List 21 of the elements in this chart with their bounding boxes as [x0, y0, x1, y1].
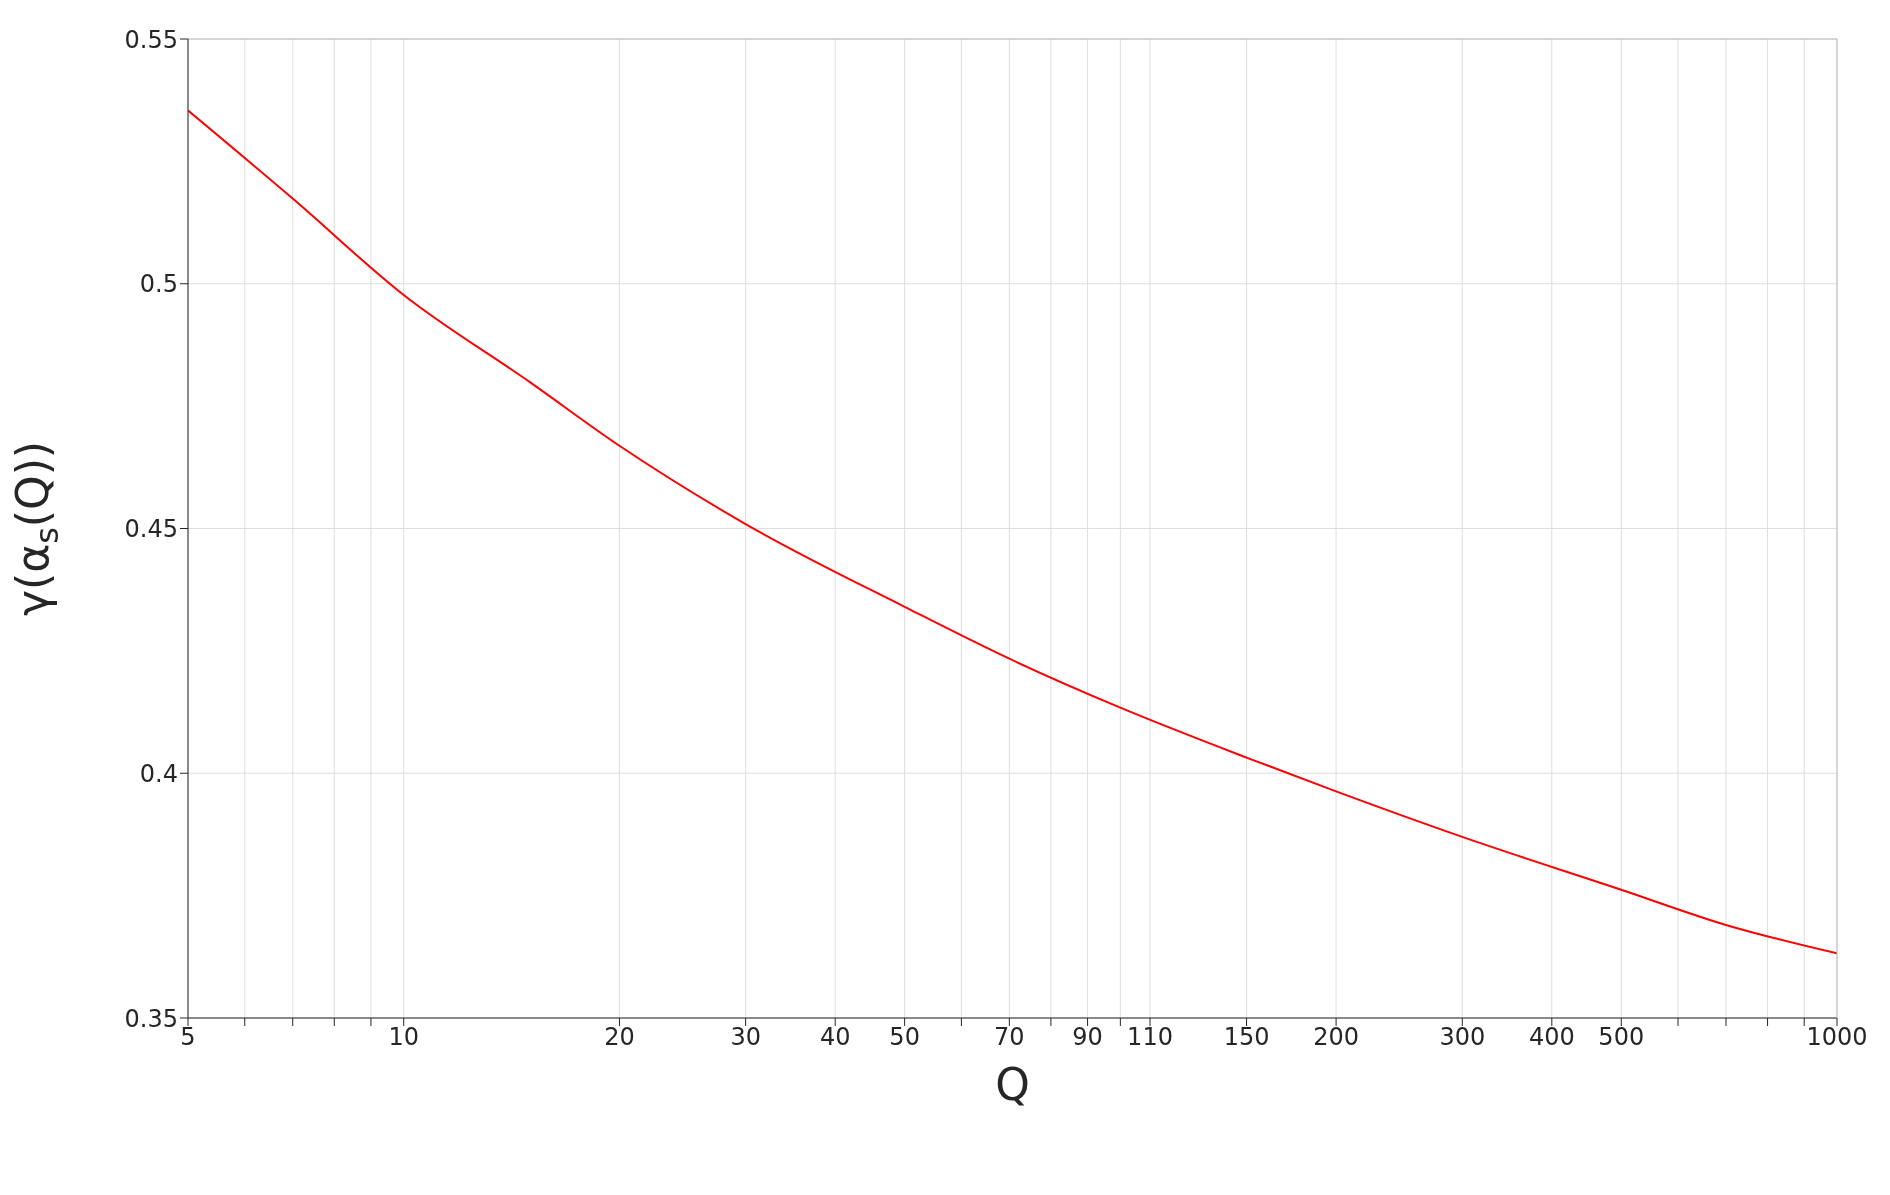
x-tick-label: 500 [1598, 1023, 1645, 1052]
x-tick-label: 5 [180, 1023, 196, 1052]
x-tick-label: 20 [604, 1023, 635, 1052]
x-tick-label: 30 [730, 1023, 761, 1052]
y-tick-label: 0.45 [124, 515, 178, 544]
x-tick-label: 1000 [1806, 1023, 1868, 1052]
x-tick-label: 200 [1313, 1023, 1359, 1052]
y-tick-label: 0.55 [124, 25, 178, 54]
x-tick-label: 10 [388, 1023, 419, 1052]
x-tick-label: 90 [1072, 1023, 1103, 1052]
x-tick-label: 400 [1528, 1023, 1575, 1052]
x-tick-label: 110 [1127, 1023, 1173, 1052]
x-tick-label: 70 [994, 1023, 1025, 1052]
x-tick-label: 150 [1223, 1023, 1270, 1052]
x-tick-label: 40 [819, 1023, 851, 1052]
y-tick-label: 0.35 [124, 1004, 178, 1033]
x-tick-label: 50 [889, 1023, 920, 1052]
x-axis-title: Q [995, 1059, 1030, 1110]
y-tick-label: 0.4 [139, 759, 178, 788]
y-tick-label: 0.5 [139, 270, 178, 299]
x-tick-label: 300 [1439, 1023, 1486, 1052]
